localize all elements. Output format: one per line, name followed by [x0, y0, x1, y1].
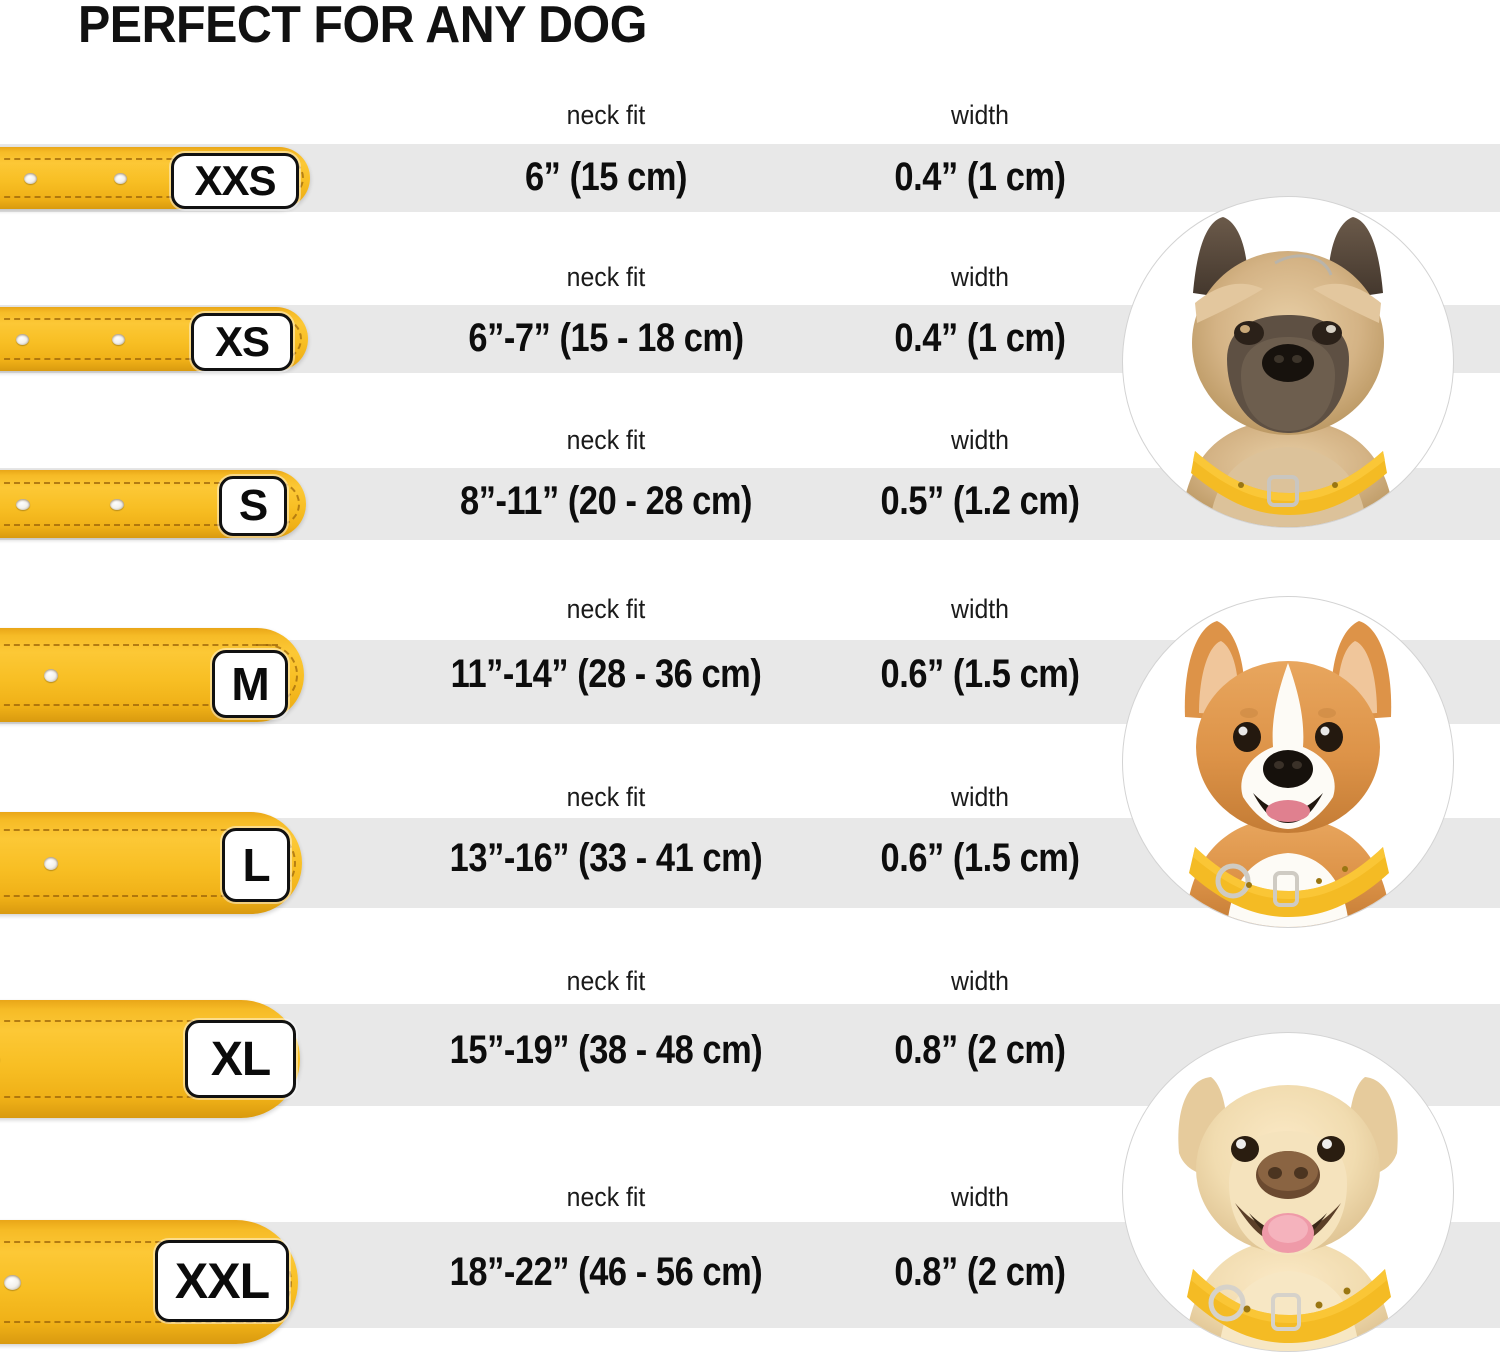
width-value: 0.4” (1 cm)	[894, 155, 1066, 199]
size-badge-label: XS	[214, 318, 270, 365]
collar-stitch-top	[0, 829, 276, 831]
width-value: 0.5” (1.2 cm)	[880, 479, 1080, 523]
column-header-width: width	[951, 262, 1009, 292]
size-badge-label: XXL	[174, 1253, 270, 1309]
collar-stitch-bottom	[0, 1096, 274, 1098]
size-badge-label: L	[242, 839, 270, 891]
collar-stitch-top	[0, 644, 278, 646]
column-header-neck-fit: neck fit	[566, 100, 646, 130]
column-header-neck-fit: neck fit	[566, 594, 646, 624]
collar-eyelet	[4, 1275, 21, 1290]
collar-eyelet	[16, 499, 30, 510]
collar-stitch-top	[0, 158, 284, 160]
column-header-width: width	[951, 966, 1009, 996]
neck-fit-value: 8”-11” (20 - 28 cm)	[459, 479, 753, 523]
size-badge-s: S	[219, 476, 287, 536]
collar-eyelet	[44, 669, 58, 682]
neck-fit-value: 13”-16” (33 - 41 cm)	[449, 836, 763, 880]
collar-eyelet	[112, 334, 125, 345]
collar-stitch-top	[0, 482, 280, 484]
collar-stitch-top	[0, 1020, 274, 1022]
size-badge-m: M	[212, 650, 288, 718]
corgi-illustration	[1184, 621, 1392, 927]
collar-eyelet	[110, 499, 124, 510]
column-header-width: width	[951, 100, 1009, 130]
width-value: 0.8” (2 cm)	[894, 1028, 1066, 1072]
size-badge-label: S	[238, 481, 268, 530]
size-badge-xxs: XXS	[171, 153, 299, 209]
column-header-neck-fit: neck fit	[566, 1182, 646, 1212]
collar-stitch-top	[0, 318, 282, 320]
width-value: 0.6” (1.5 cm)	[880, 836, 1080, 880]
column-header-neck-fit: neck fit	[566, 782, 646, 812]
column-header-neck-fit: neck fit	[566, 425, 646, 455]
collar-stitch-bottom	[0, 358, 282, 360]
page-title: PERFECT FOR ANY DOG	[78, 0, 647, 54]
labrador-illustration	[1178, 1077, 1398, 1351]
collar-stitch-bottom	[0, 895, 276, 897]
terrier-illustration	[1181, 217, 1395, 527]
size-badge-xs: XS	[191, 313, 293, 371]
collar-eyelet	[24, 173, 37, 184]
width-value: 0.4” (1 cm)	[894, 316, 1066, 360]
size-badge-xxl: XXL	[155, 1240, 289, 1322]
column-header-width: width	[951, 1182, 1009, 1212]
collar-eyelet	[16, 334, 29, 345]
column-header-width: width	[951, 594, 1009, 624]
collar-eyelet	[44, 857, 58, 870]
collar-stitch-bottom	[0, 1321, 272, 1323]
collar-strap	[0, 1000, 300, 1118]
size-badge-label: XL	[210, 1032, 271, 1086]
neck-fit-value: 11”-14” (28 - 36 cm)	[450, 652, 762, 696]
size-badge-l: L	[222, 828, 290, 902]
size-badge-xl: XL	[185, 1020, 296, 1098]
neck-fit-value: 6” (15 cm)	[524, 155, 688, 199]
width-value: 0.6” (1.5 cm)	[880, 652, 1080, 696]
width-value: 0.8” (2 cm)	[894, 1250, 1066, 1294]
column-header-neck-fit: neck fit	[566, 262, 646, 292]
column-header-width: width	[951, 425, 1009, 455]
size-badge-label: XXS	[194, 157, 276, 204]
column-header-neck-fit: neck fit	[566, 966, 646, 996]
size-badge-label: M	[231, 658, 269, 710]
neck-fit-value: 6”-7” (15 - 18 cm)	[468, 316, 744, 360]
collar-stitch-bottom	[0, 196, 284, 198]
column-header-width: width	[951, 782, 1009, 812]
neck-fit-value: 15”-19” (38 - 48 cm)	[449, 1028, 763, 1072]
labrador-photo	[1122, 1032, 1454, 1352]
terrier-photo	[1122, 196, 1454, 528]
collar-stitch-bottom	[0, 704, 278, 706]
collar-eyelet	[114, 173, 127, 184]
corgi-photo	[1122, 596, 1454, 928]
neck-fit-value: 18”-22” (46 - 56 cm)	[449, 1250, 763, 1294]
collar-stitch-bottom	[0, 524, 280, 526]
collar-stitch-top	[0, 1241, 272, 1243]
